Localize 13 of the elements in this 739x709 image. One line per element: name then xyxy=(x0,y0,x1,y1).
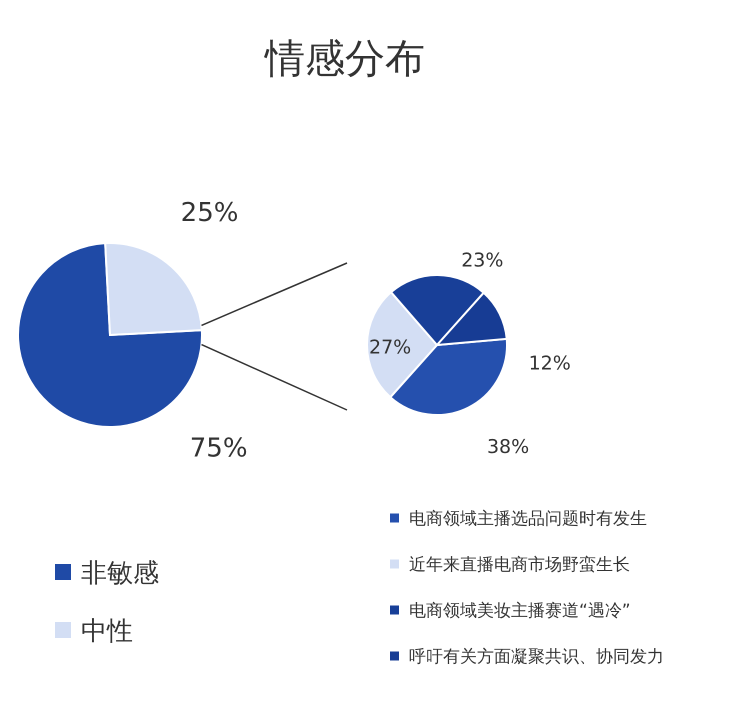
legend-label: 电商领域美妆主播赛道“遇冷” xyxy=(409,601,631,622)
data-label: 25% xyxy=(180,198,238,228)
data-label: 23% xyxy=(461,249,504,272)
data-label: 27% xyxy=(369,336,412,358)
text: 情感分布 xyxy=(263,36,425,82)
legend-label: 电商领域主播选品问题时有发生 xyxy=(409,509,647,530)
legend-label: 非敏感 xyxy=(81,558,159,588)
legend-label: 呼吁有关方面凝聚共识、协同发力 xyxy=(409,647,664,668)
data-label: 75% xyxy=(190,434,248,464)
data-label: 38% xyxy=(486,436,530,458)
legend-label: 中性 xyxy=(81,616,133,646)
data-label: 12% xyxy=(528,352,571,374)
legend-label: 近年来直播电商市场野蛮生长 xyxy=(409,555,630,576)
